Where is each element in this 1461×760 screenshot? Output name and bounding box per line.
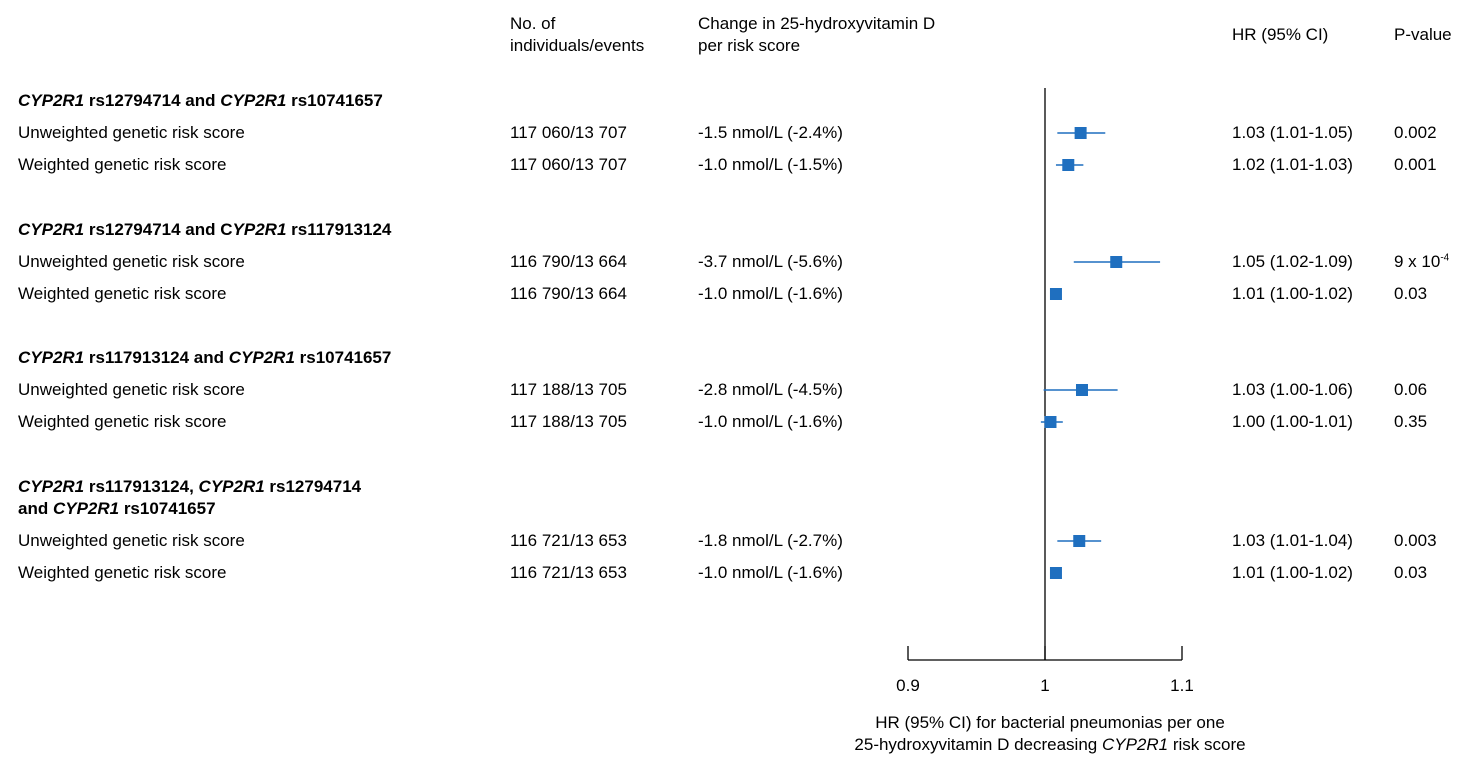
x-axis-title: HR (95% CI) for bacterial pneumonias per… [820,712,1280,756]
row-change: -1.8 nmol/L (-2.7%) [698,531,843,550]
row-change: -2.8 nmol/L (-4.5%) [698,380,843,399]
hr-marker [1049,288,1062,300]
row-label: Unweighted genetic risk score [18,123,245,142]
hr-marker [1049,567,1062,579]
row-change: -1.0 nmol/L (-1.6%) [698,412,843,431]
row-label: Unweighted genetic risk score [18,252,245,271]
row-p-value: 0.001 [1394,155,1437,174]
row-n-events: 117 060/13 707 [510,123,627,142]
row-n-events: 116 790/13 664 [510,284,627,303]
row-change: -1.5 nmol/L (-2.4%) [698,123,843,142]
header-n-label-1: No. of [510,14,556,33]
header-change-label-2: per risk score [698,36,801,55]
hr-marker [1073,535,1086,547]
row-hr-ci: 1.03 (1.00-1.06) [1232,380,1353,399]
x-axis-title-line2: 25-hydroxyvitamin D decreasing CYP2R1 ri… [854,735,1246,754]
row-p-value: 9 x 10-4 [1394,252,1450,271]
row-label: Weighted genetic risk score [18,412,227,431]
row-hr-ci: 1.05 (1.02-1.09) [1232,252,1353,271]
row-hr-ci: 1.01 (1.00-1.02) [1232,284,1353,303]
hr-marker [1044,416,1057,428]
hr-marker [1062,159,1075,171]
hr-marker [1074,127,1087,139]
group-title: CYP2R1 rs117913124 and CYP2R1 rs10741657 [18,348,392,367]
group-title: CYP2R1 rs12794714 and CYP2R1 rs10741657 [18,91,383,110]
row-hr-ci: 1.03 (1.01-1.05) [1232,123,1353,142]
row-p-value: 0.03 [1394,284,1428,303]
row-n-events: 117 060/13 707 [510,155,627,174]
row-change: -1.0 nmol/L (-1.5%) [698,155,843,174]
header-n-label-2: individuals/events [510,36,645,55]
hr-marker [1075,384,1088,396]
group-title: CYP2R1 rs12794714 and CYP2R1 rs117913124 [18,220,392,239]
row-n-events: 116 790/13 664 [510,252,627,271]
row-p-value: 0.003 [1394,531,1437,550]
row-change: -1.0 nmol/L (-1.6%) [698,563,843,582]
row-label: Unweighted genetic risk score [18,380,245,399]
row-change: -3.7 nmol/L (-5.6%) [698,252,843,271]
row-p-value: 0.06 [1394,380,1428,399]
x-axis-title-line1: HR (95% CI) for bacterial pneumonias per… [875,713,1225,732]
x-tick-label: 0.9 [896,676,920,695]
row-p-value: 0.03 [1394,563,1428,582]
row-n-events: 117 188/13 705 [510,412,627,431]
group-title: CYP2R1 rs117913124, CYP2R1 rs12794714 [18,477,362,496]
row-label: Unweighted genetic risk score [18,531,245,550]
row-label: Weighted genetic risk score [18,284,227,303]
row-label: Weighted genetic risk score [18,563,227,582]
row-hr-ci: 1.03 (1.01-1.04) [1232,531,1353,550]
x-tick-label: 1 [1040,676,1049,695]
hr-marker [1110,256,1123,268]
row-hr-ci: 1.01 (1.00-1.02) [1232,563,1353,582]
header-change-label-1: Change in 25-hydroxyvitamin D [698,14,936,33]
row-p-value: 0.002 [1394,123,1437,142]
row-n-events: 116 721/13 653 [510,531,627,550]
header-p-label: P-value [1394,25,1452,44]
row-n-events: 116 721/13 653 [510,563,627,582]
row-label: Weighted genetic risk score [18,155,227,174]
row-change: -1.0 nmol/L (-1.6%) [698,284,843,303]
x-tick-label: 1.1 [1170,676,1194,695]
row-hr-ci: 1.02 (1.01-1.03) [1232,155,1353,174]
group-title-line2: and CYP2R1 rs10741657 [18,499,216,518]
header-hr-label: HR (95% CI) [1232,25,1329,44]
row-hr-ci: 1.00 (1.00-1.01) [1232,412,1353,431]
row-n-events: 117 188/13 705 [510,380,627,399]
row-p-value: 0.35 [1394,412,1428,431]
